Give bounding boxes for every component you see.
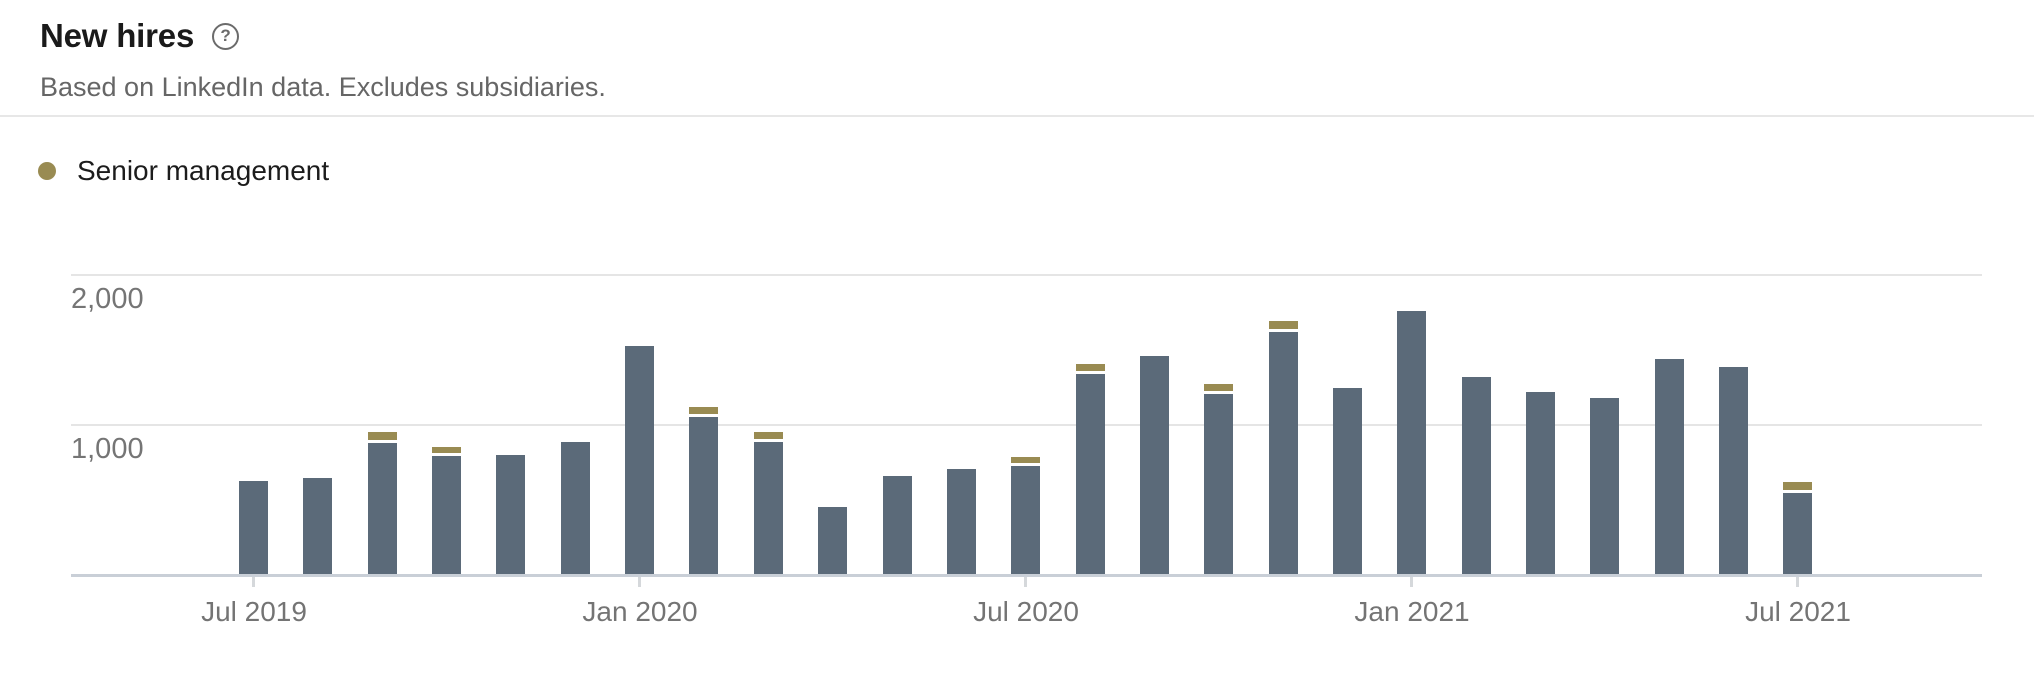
bar-gap-mar-2020 [753,439,783,442]
bar-oct-2019[interactable] [432,447,461,574]
bar-aug-2020[interactable] [1075,364,1105,574]
bar-gap-aug-2020 [1075,371,1105,374]
bar-jun-2021[interactable] [1719,367,1748,574]
bar-gap-jul-2020 [1011,463,1041,466]
x-tick-jul-2019 [252,577,255,587]
bar-total-segment-nov-2020 [1268,332,1298,574]
bar-apr-2021[interactable] [1590,398,1620,574]
bar-sep-2020[interactable] [1139,356,1169,574]
bar-mar-2021[interactable] [1526,392,1555,574]
bar-total-segment-jun-2021 [1719,367,1748,574]
y-axis-label-2000: 2,000 [71,283,144,315]
x-axis-label-jul-2021: Jul 2021 [1745,596,1851,627]
bar-total-segment-apr-2021 [1590,398,1620,574]
bar-dec-2019[interactable] [560,442,590,574]
bar-feb-2020[interactable] [689,407,719,574]
bar-total-segment-feb-2020 [689,417,719,574]
bar-mar-2020[interactable] [753,432,783,574]
bar-gap-feb-2020 [689,414,719,417]
bar-senior-segment-mar-2020 [753,432,783,439]
bar-sep-2019[interactable] [367,432,397,574]
bar-may-2020[interactable] [882,476,912,574]
bar-oct-2020[interactable] [1204,384,1234,574]
bar-total-segment-jul-2021 [1783,493,1813,574]
bar-gap-nov-2020 [1268,329,1298,332]
bar-total-segment-sep-2019 [367,443,397,574]
bar-total-segment-jul-2019 [239,481,268,574]
bar-jul-2019[interactable] [239,481,268,574]
bar-total-segment-sep-2020 [1139,356,1169,574]
gridline-2000 [71,274,1982,276]
bar-total-segment-may-2020 [882,476,912,574]
bar-total-segment-jan-2021 [1397,311,1427,574]
bar-total-segment-aug-2019 [303,478,333,574]
bar-senior-segment-jul-2021 [1783,482,1813,490]
bar-total-segment-mar-2021 [1526,392,1555,574]
bar-senior-segment-feb-2020 [689,407,719,414]
bar-aug-2019[interactable] [303,478,333,574]
bar-total-segment-dec-2020 [1332,388,1362,574]
legend: Senior management [38,155,329,187]
bar-senior-segment-aug-2020 [1075,364,1105,371]
bar-jul-2021[interactable] [1783,482,1813,574]
bar-senior-segment-oct-2019 [432,447,461,453]
bar-apr-2020[interactable] [818,507,848,574]
bar-senior-segment-jul-2020 [1011,457,1041,463]
legend-label-senior-management: Senior management [77,155,330,186]
senior-management-legend-dot-icon [38,162,56,180]
bar-total-segment-jun-2020 [946,469,976,574]
x-axis-label-jan-2020: Jan 2020 [582,596,698,627]
bar-total-segment-oct-2020 [1204,394,1234,574]
bar-gap-oct-2020 [1204,391,1234,394]
bar-total-segment-feb-2021 [1461,377,1491,574]
bar-total-segment-nov-2019 [496,455,526,574]
bar-dec-2020[interactable] [1332,388,1362,574]
bar-jan-2020[interactable] [625,346,655,574]
bar-gap-sep-2019 [367,440,397,443]
x-axis-label-jan-2021: Jan 2021 [1354,596,1470,627]
bar-feb-2021[interactable] [1461,377,1491,574]
bar-jun-2020[interactable] [946,469,976,574]
bar-gap-jul-2021 [1783,490,1813,493]
bar-total-segment-aug-2020 [1075,374,1105,574]
bar-total-segment-dec-2019 [560,442,590,574]
bar-total-segment-oct-2019 [432,456,461,574]
help-icon[interactable]: ? [212,22,240,50]
y-axis-label-1000: 1,000 [71,433,144,465]
bar-may-2021[interactable] [1654,359,1684,574]
bar-gap-oct-2019 [432,453,461,456]
bar-nov-2020[interactable] [1268,321,1298,574]
gridline-1000 [71,424,1982,426]
x-tick-jan-2021 [1410,577,1413,587]
bar-total-segment-apr-2020 [818,507,848,574]
x-axis-label-jul-2020: Jul 2020 [973,596,1079,627]
bar-senior-segment-oct-2020 [1204,384,1234,391]
x-axis-line [71,574,1982,577]
card-header: New hires ? [40,16,240,56]
bar-total-segment-jan-2020 [625,346,655,574]
x-tick-jul-2021 [1796,577,1799,587]
bar-senior-segment-nov-2020 [1268,321,1298,329]
bar-jan-2021[interactable] [1397,311,1427,574]
x-tick-jan-2020 [638,577,641,587]
page-title: New hires [40,17,195,54]
x-tick-jul-2020 [1024,577,1027,587]
bar-senior-segment-sep-2019 [367,432,397,440]
x-axis-label-jul-2019: Jul 2019 [201,596,307,627]
bar-total-segment-mar-2020 [753,442,783,574]
bar-total-segment-jul-2020 [1011,466,1041,574]
divider [0,115,2034,117]
bar-jul-2020[interactable] [1011,457,1041,574]
bar-nov-2019[interactable] [496,455,526,574]
bar-total-segment-may-2021 [1654,359,1684,574]
chart-subtitle: Based on LinkedIn data. Excludes subsidi… [40,72,606,102]
